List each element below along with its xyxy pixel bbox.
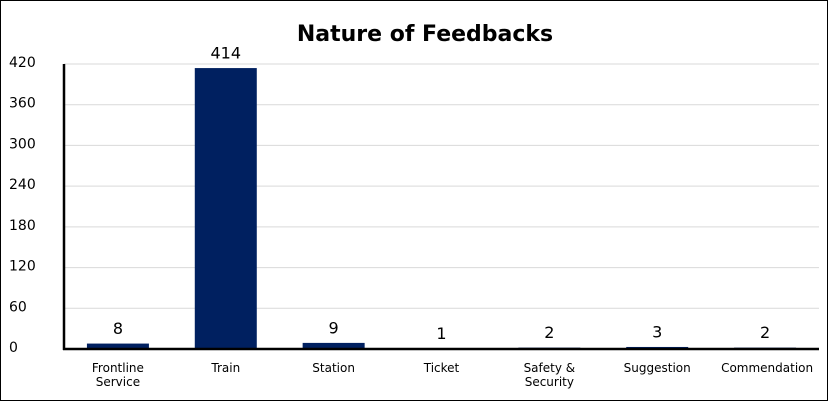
- y-tick-label: 0: [9, 340, 18, 356]
- y-tick-label: 240: [9, 177, 36, 193]
- data-label: 414: [211, 44, 242, 63]
- x-tick-label: Safety & Security: [523, 361, 576, 389]
- bar: [194, 68, 257, 350]
- data-label: 2: [760, 323, 770, 342]
- y-tick-label: 60: [9, 299, 27, 315]
- data-label: 8: [113, 319, 123, 338]
- y-tick-label: 360: [9, 96, 36, 112]
- x-tick-label: Station: [312, 361, 355, 375]
- bar: [302, 342, 365, 349]
- x-tick-label: Commendation: [721, 361, 814, 375]
- x-tick-label: Ticket: [423, 361, 460, 375]
- data-label: 1: [436, 324, 446, 343]
- y-tick-label: 420: [9, 55, 36, 71]
- x-tick-label: Train: [211, 361, 241, 375]
- data-label: 2: [544, 323, 554, 342]
- chart-title: Nature of Feedbacks: [297, 22, 553, 47]
- bar: [86, 343, 149, 349]
- x-tick-label: Suggestion: [623, 361, 691, 375]
- data-label: 9: [329, 318, 339, 337]
- data-label: 3: [652, 322, 662, 341]
- x-tick-label: Frontline Service: [91, 361, 144, 389]
- y-tick-label: 300: [9, 136, 36, 152]
- y-tick-label: 180: [9, 218, 36, 234]
- y-tick-label: 120: [9, 259, 36, 275]
